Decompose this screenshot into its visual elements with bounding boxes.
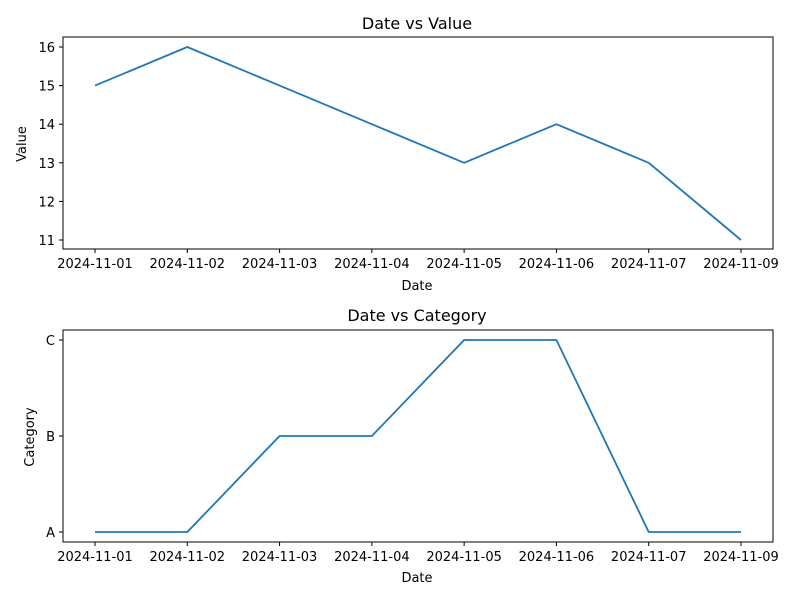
x-tick-group: 2024-11-01 2024-11-02 2024-11-03 2024-11-04… bbox=[57, 249, 779, 272]
y-tick-label: 14 bbox=[38, 118, 55, 133]
x-tick-label: 2024-11-09 bbox=[703, 257, 779, 272]
x-tick-label: 2024-11-03 bbox=[242, 550, 318, 565]
x-tick-label: 2024-11-04 bbox=[334, 257, 410, 272]
x-tick-label: 2024-11-09 bbox=[703, 550, 779, 565]
x-tick-label: 2024-11-07 bbox=[611, 257, 687, 272]
chart-date-vs-value: Date vs Value 2024-11-01 2024-11-02 2024-1… bbox=[15, 14, 779, 294]
y-tick-label: 11 bbox=[38, 234, 55, 249]
y-tick-label: A bbox=[46, 526, 55, 541]
series-line bbox=[94, 46, 742, 241]
chart-title: Date vs Category bbox=[347, 306, 486, 325]
y-tick-group: 11 12 13 14 15 16 bbox=[38, 41, 63, 249]
x-axis-label: Date bbox=[401, 571, 432, 586]
plot-area bbox=[62, 36, 774, 250]
x-tick-label: 2024-11-05 bbox=[426, 550, 502, 565]
x-tick-label: 2024-11-06 bbox=[519, 257, 595, 272]
x-tick-group: 2024-11-01 2024-11-02 2024-11-03 2024-11-04… bbox=[57, 542, 779, 565]
series-line bbox=[95, 339, 741, 533]
plot-area bbox=[62, 329, 774, 543]
y-axis-label: Category bbox=[23, 407, 38, 467]
x-tick-label: 2024-11-06 bbox=[519, 550, 595, 565]
x-tick-label: 2024-11-03 bbox=[242, 257, 318, 272]
x-tick-label: 2024-11-05 bbox=[426, 257, 502, 272]
y-tick-label: C bbox=[46, 334, 55, 349]
x-tick-label: 2024-11-07 bbox=[611, 550, 687, 565]
x-tick-label: 2024-11-02 bbox=[150, 550, 226, 565]
y-tick-label: B bbox=[46, 430, 55, 445]
y-tick-group: A B C bbox=[46, 334, 63, 541]
chart-title: Date vs Value bbox=[362, 14, 472, 33]
x-tick-label: 2024-11-02 bbox=[150, 257, 226, 272]
x-tick-label: 2024-11-04 bbox=[334, 550, 410, 565]
x-tick-label: 2024-11-01 bbox=[57, 550, 133, 565]
x-axis-label: Date bbox=[401, 279, 432, 294]
chart-date-vs-category: Date vs Category 2024-11-01 2024-11-02 202… bbox=[23, 306, 779, 586]
y-tick-label: 16 bbox=[38, 41, 55, 56]
y-tick-label: 15 bbox=[38, 80, 55, 95]
y-tick-label: 12 bbox=[38, 195, 55, 210]
y-tick-label: 13 bbox=[38, 157, 55, 172]
y-axis-label: Value bbox=[15, 126, 30, 162]
x-tick-label: 2024-11-01 bbox=[57, 257, 133, 272]
